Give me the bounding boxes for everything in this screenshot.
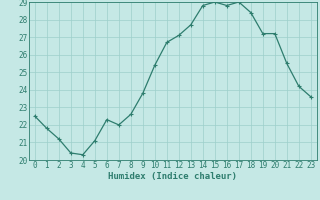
X-axis label: Humidex (Indice chaleur): Humidex (Indice chaleur)	[108, 172, 237, 181]
